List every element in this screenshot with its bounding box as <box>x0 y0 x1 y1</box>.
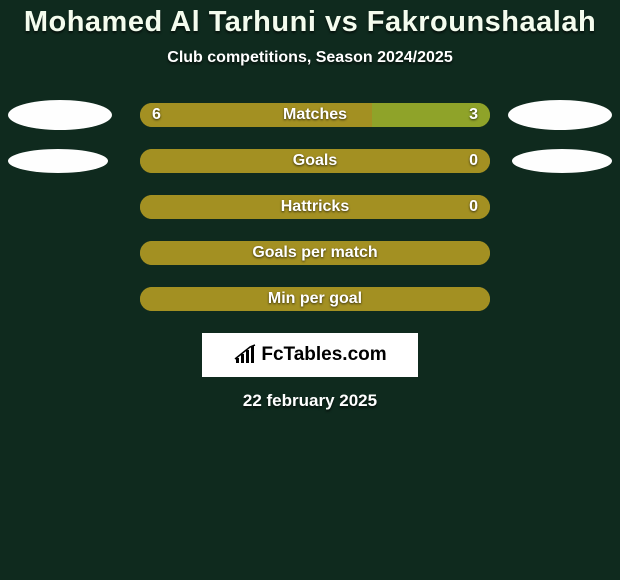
avatar-right <box>508 100 612 130</box>
avatar-left <box>8 100 112 130</box>
row-matches: Matches63 <box>0 103 620 127</box>
value-left: 6 <box>152 103 161 127</box>
bar-track <box>140 241 490 265</box>
avatar-right <box>512 149 612 173</box>
row-min-per-goal: Min per goal <box>0 287 620 311</box>
date-text: 22 february 2025 <box>0 391 620 411</box>
comparison-chart: Matches63Goals0Hattricks0Goals per match… <box>0 103 620 311</box>
bar-track <box>140 287 490 311</box>
page-title: Mohamed Al Tarhuni vs Fakrounshaalah <box>0 0 620 39</box>
value-right: 3 <box>469 103 478 127</box>
bar-track <box>140 149 490 173</box>
bar-left <box>140 195 490 219</box>
value-right: 0 <box>469 149 478 173</box>
bar-left <box>140 287 490 311</box>
bar-left <box>140 103 372 127</box>
bar-left <box>140 241 490 265</box>
page-subtitle: Club competitions, Season 2024/2025 <box>0 49 620 67</box>
brand-box: FcTables.com <box>202 333 418 377</box>
row-hattricks: Hattricks0 <box>0 195 620 219</box>
value-right: 0 <box>469 195 478 219</box>
row-goals: Goals0 <box>0 149 620 173</box>
brand-chart-icon <box>233 344 257 366</box>
bar-track <box>140 103 490 127</box>
avatar-left <box>8 149 108 173</box>
brand-text: FcTables.com <box>261 344 386 366</box>
bar-left <box>140 149 490 173</box>
row-goals-per-match: Goals per match <box>0 241 620 265</box>
bar-track <box>140 195 490 219</box>
page-root: Mohamed Al Tarhuni vs Fakrounshaalah Clu… <box>0 0 620 580</box>
